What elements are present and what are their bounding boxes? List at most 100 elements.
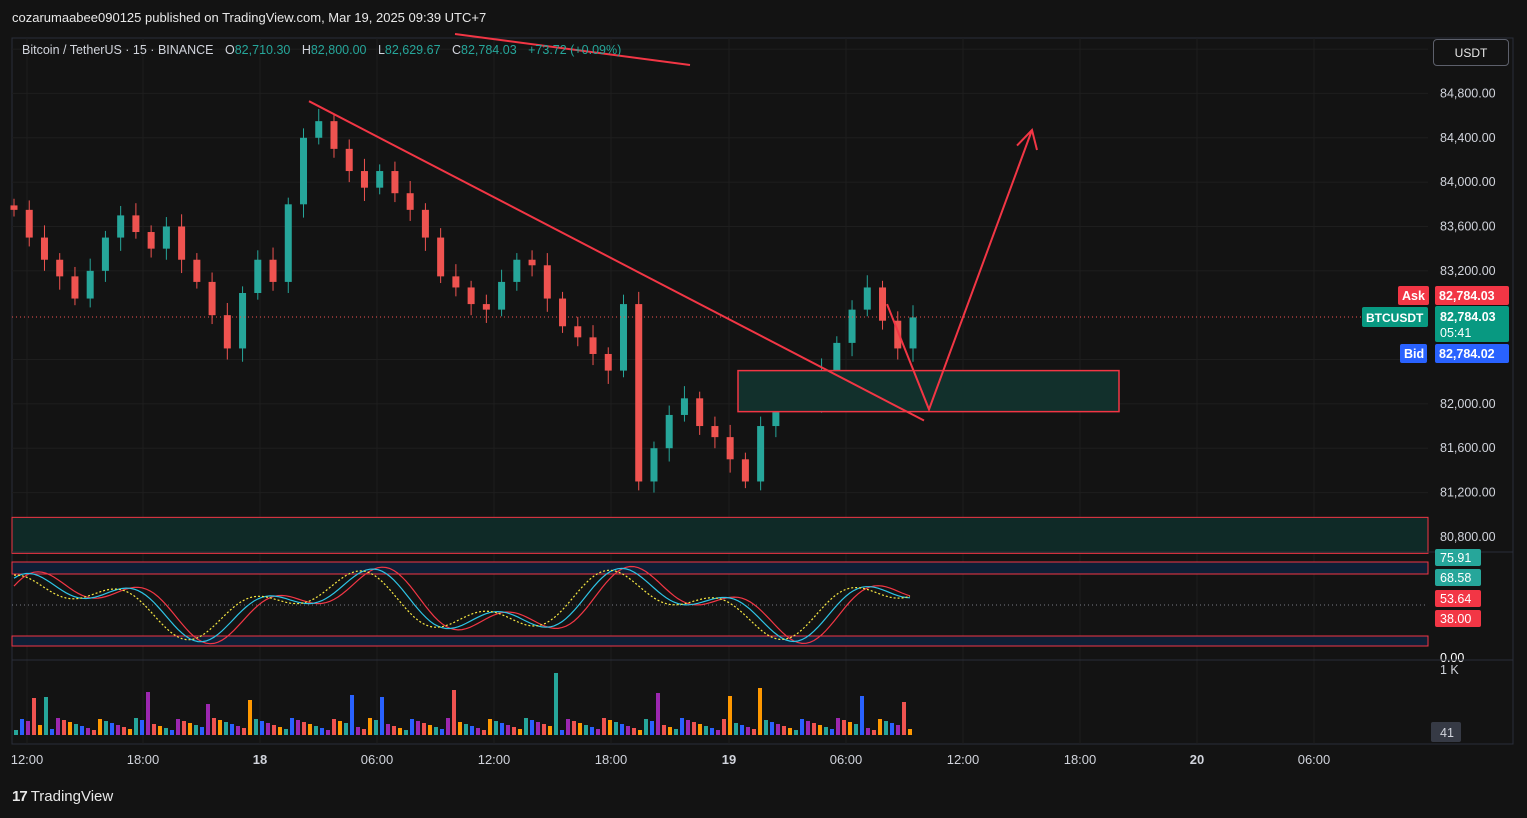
volume-bar	[884, 721, 888, 735]
volume-bar	[536, 722, 540, 735]
volume-bar	[452, 690, 456, 735]
time-axis-label: 19	[722, 752, 736, 767]
candle-body	[528, 259, 536, 266]
volume-bar	[296, 720, 300, 735]
volume-bar	[662, 725, 666, 735]
candle-body	[452, 276, 460, 288]
volume-bar	[560, 730, 564, 735]
candle-body	[604, 353, 612, 371]
time-axis-label: 18:00	[595, 752, 628, 767]
open-label: O	[225, 43, 235, 57]
volume-bar	[500, 723, 504, 735]
volume-bar	[578, 723, 582, 735]
osc-axis-label: 68.58	[1440, 571, 1471, 585]
volume-bar	[824, 727, 828, 735]
volume-bar	[320, 728, 324, 735]
publisher-line: cozarumaabee090125 published on TradingV…	[12, 10, 487, 25]
volume-bar	[668, 727, 672, 735]
volume-bar	[332, 719, 336, 735]
candle-body	[10, 205, 18, 210]
volume-bar	[62, 720, 66, 735]
osc-badge-bg	[1435, 569, 1481, 586]
volume-bar	[212, 718, 216, 735]
last-price-value: 82,784.03	[1440, 310, 1496, 324]
volume-bar	[200, 727, 204, 735]
candle-body	[86, 270, 94, 299]
candle-body	[619, 304, 627, 371]
price-tick-label: 84,400.00	[1440, 131, 1496, 145]
volume-bar	[170, 730, 174, 735]
tradingview-logo-icon: 17	[12, 788, 28, 805]
candle-body	[284, 204, 292, 282]
candle-body	[330, 121, 338, 149]
volume-bar	[194, 725, 198, 735]
osc-axis-label: 75.91	[1440, 551, 1471, 565]
volume-bar	[410, 719, 414, 735]
volume-bar	[218, 720, 222, 735]
volume-bar	[476, 728, 480, 735]
candle-body	[345, 148, 353, 172]
candle-body	[741, 459, 749, 482]
volume-bar	[188, 723, 192, 735]
open-value: 82,710.30	[234, 43, 291, 57]
volume-bar	[788, 728, 792, 735]
tradingview-logo[interactable]: 17 TradingView	[12, 788, 113, 805]
volume-bar	[794, 730, 798, 735]
volume-bar	[362, 729, 366, 735]
candle-body	[101, 237, 109, 271]
currency-button[interactable]: USDT	[1433, 39, 1509, 66]
volume-bar	[254, 719, 258, 735]
volume-bar	[854, 724, 858, 735]
volume-bar	[104, 721, 108, 735]
candle-body	[269, 259, 277, 282]
volume-badge-bg	[1431, 722, 1461, 742]
high-value: 82,800.00	[310, 43, 367, 57]
volume-bar	[704, 726, 708, 735]
countdown-timer: 05:41	[1440, 326, 1471, 340]
volume-bar	[422, 723, 426, 735]
volume-bar	[512, 727, 516, 735]
tradingview-brand: TradingView	[30, 788, 114, 805]
candle-body	[848, 309, 856, 343]
candle-body	[696, 398, 704, 427]
volume-bar	[38, 725, 42, 735]
volume-bar	[398, 728, 402, 735]
volume-bar	[572, 721, 576, 735]
volume-bar	[614, 722, 618, 735]
candle-body	[162, 226, 170, 249]
volume-bar	[302, 722, 306, 735]
volume-bar	[812, 723, 816, 735]
volume-bar	[710, 728, 714, 735]
volume-bar	[482, 730, 486, 735]
symbol-name[interactable]: Bitcoin / TetherUS · 15 · BINANCE	[22, 43, 214, 57]
volume-bar	[602, 718, 606, 735]
candle-body	[208, 281, 216, 316]
price-tick-label: 81,200.00	[1440, 486, 1496, 500]
candle-body	[833, 342, 841, 371]
volume-bar	[848, 722, 852, 735]
volume-bar	[656, 693, 660, 735]
candle-body	[635, 304, 643, 482]
volume-bar	[314, 726, 318, 735]
ask-label: Ask	[1402, 289, 1425, 303]
candle-body	[726, 437, 734, 460]
volume-bar	[488, 719, 492, 735]
price-tick-label: 83,200.00	[1440, 264, 1496, 278]
volume-bar	[128, 729, 132, 735]
osc-axis-label: 0.00	[1440, 651, 1464, 665]
volume-bar	[134, 718, 138, 735]
candle-body	[391, 171, 399, 194]
volume-bar	[542, 724, 546, 735]
volume-bar	[674, 729, 678, 735]
osc-lower-band	[11, 635, 1429, 647]
osc-axis-label: 38.00	[1440, 612, 1471, 626]
osc-badge-bg	[1435, 590, 1481, 607]
volume-bar	[206, 704, 210, 735]
main-pane	[12, 38, 1428, 548]
low-label: L	[377, 43, 385, 57]
candle-body	[360, 171, 368, 188]
osc-badge-bg	[1435, 610, 1481, 627]
symbol-badge-bg	[1362, 306, 1428, 327]
candle-body	[879, 287, 887, 321]
